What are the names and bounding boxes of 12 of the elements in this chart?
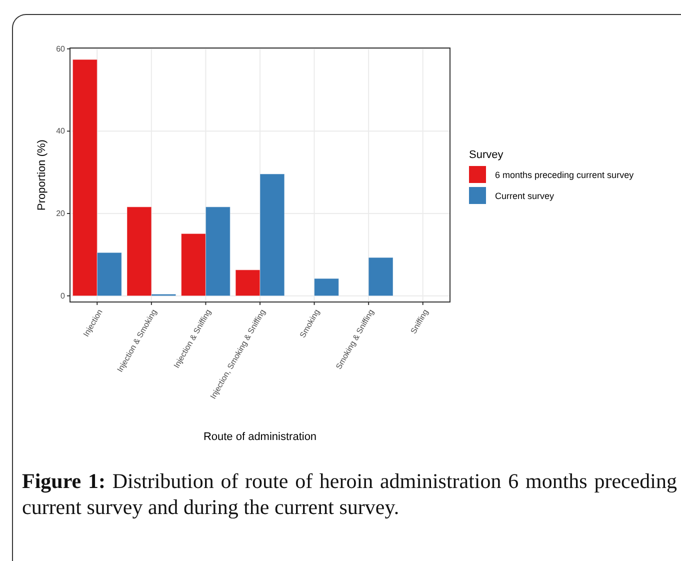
legend-label: Current survey bbox=[495, 190, 555, 201]
bar bbox=[314, 278, 340, 296]
legend-title: Survey bbox=[469, 149, 504, 161]
bar bbox=[368, 257, 394, 296]
legend-label: 6 months preceding current survey bbox=[495, 170, 634, 180]
y-axis-title: Proportion (%) bbox=[36, 140, 48, 210]
y-tick-label: 40 bbox=[56, 126, 66, 136]
y-tick-label: 60 bbox=[56, 44, 66, 54]
caption: Figure 1: Distribution of route of heroin administration 6 months preceding current survey and during the current survey. bbox=[22, 468, 677, 520]
y-tick-label: 20 bbox=[56, 209, 66, 218]
y-tick-label: 0 bbox=[60, 291, 66, 300]
x-axis-title: Route of administration bbox=[203, 431, 317, 443]
